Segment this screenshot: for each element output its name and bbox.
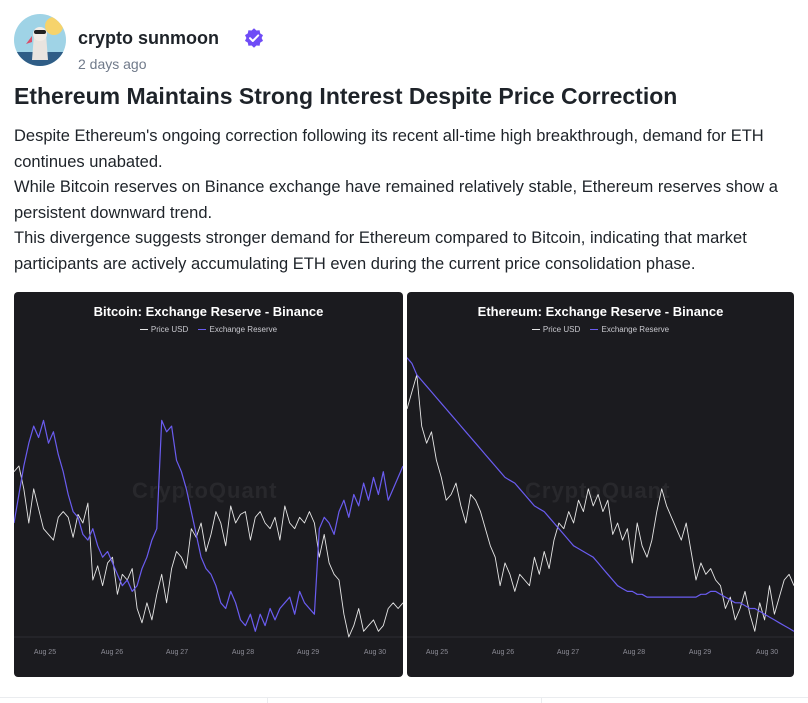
post-paragraph: While Bitcoin reserves on Binance exchan… bbox=[14, 178, 778, 222]
x-tick-label: Aug 26 bbox=[100, 649, 124, 656]
chart-legend: Price USD Exchange Reserve bbox=[407, 325, 794, 334]
eth-chart-svg bbox=[407, 357, 794, 638]
legend-item-reserve[interactable]: Exchange Reserve bbox=[198, 325, 277, 334]
avatar[interactable] bbox=[14, 14, 66, 66]
btc-reserve-chart[interactable]: CryptoQuant Bitcoin: Exchange Reserve - … bbox=[14, 292, 403, 677]
btc-chart-svg bbox=[14, 419, 403, 638]
legend-item-price[interactable]: Price USD bbox=[531, 325, 581, 334]
price-line bbox=[14, 465, 403, 638]
chart-legend: Price USD Exchange Reserve bbox=[14, 325, 403, 334]
post-timestamp: 2 days ago bbox=[78, 56, 147, 72]
legend-item-reserve[interactable]: Exchange Reserve bbox=[590, 325, 669, 334]
post-body: Despite Ethereum's ongoing correction fo… bbox=[14, 124, 798, 277]
post-paragraph: Despite Ethereum's ongoing correction fo… bbox=[14, 127, 764, 171]
x-tick-label: Aug 28 bbox=[622, 649, 646, 656]
post-header: crypto sunmoon 2 days ago bbox=[14, 12, 794, 72]
x-tick-label: Aug 28 bbox=[231, 649, 255, 656]
x-tick-label: Aug 30 bbox=[755, 649, 779, 656]
chart-watermark: CryptoQuant bbox=[525, 478, 671, 503]
legend-label: Exchange Reserve bbox=[601, 325, 670, 334]
post-paragraph: This divergence suggests stronger demand… bbox=[14, 229, 747, 273]
x-tick-label: Aug 30 bbox=[363, 649, 387, 656]
chart-title: Bitcoin: Exchange Reserve - Binance bbox=[93, 304, 324, 319]
x-tick-label: Aug 26 bbox=[491, 649, 515, 656]
legend-label: Price USD bbox=[542, 325, 581, 334]
legend-swatch bbox=[531, 329, 540, 331]
chart-title: Ethereum: Exchange Reserve - Binance bbox=[477, 304, 724, 319]
post-title: Ethereum Maintains Strong Interest Despi… bbox=[14, 83, 678, 109]
legend-swatch bbox=[590, 329, 599, 331]
x-tick-label: Aug 25 bbox=[33, 649, 57, 656]
reserve-line bbox=[407, 357, 794, 632]
x-tick-label: Aug 27 bbox=[165, 649, 189, 656]
chart-watermark: CryptoQuant bbox=[132, 478, 278, 503]
legend-label: Price USD bbox=[150, 325, 189, 334]
author-name[interactable]: crypto sunmoon bbox=[78, 28, 220, 48]
x-tick-label: Aug 29 bbox=[688, 649, 712, 656]
legend-item-price[interactable]: Price USD bbox=[139, 325, 189, 334]
x-tick-label: Aug 29 bbox=[296, 649, 320, 656]
legend-swatch bbox=[139, 329, 148, 331]
x-tick-label: Aug 25 bbox=[425, 649, 449, 656]
verified-badge-icon bbox=[245, 28, 263, 48]
footer-divider-tick bbox=[541, 698, 542, 703]
reserve-line bbox=[14, 419, 403, 632]
eth-reserve-chart[interactable]: CryptoQuant Ethereum: Exchange Reserve -… bbox=[407, 292, 794, 677]
footer-divider bbox=[0, 697, 808, 698]
legend-swatch bbox=[198, 329, 207, 331]
x-tick-label: Aug 27 bbox=[556, 649, 580, 656]
footer-divider-tick bbox=[267, 698, 268, 703]
legend-label: Exchange Reserve bbox=[209, 325, 278, 334]
